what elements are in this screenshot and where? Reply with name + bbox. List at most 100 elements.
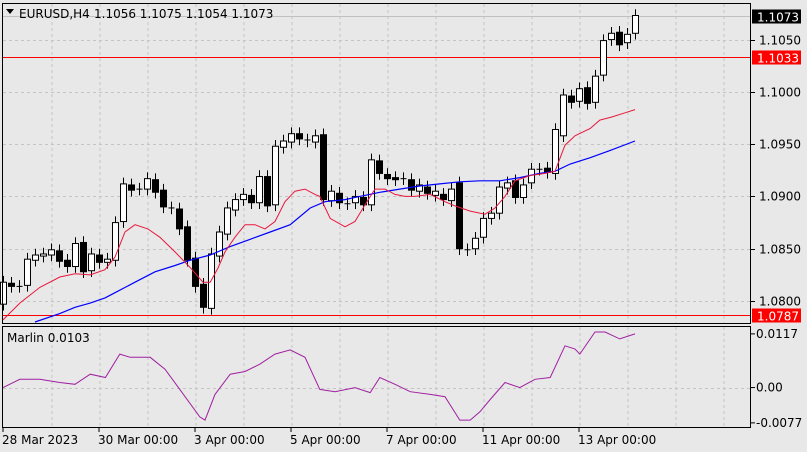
candle-body-bull <box>288 133 295 143</box>
candle-body-bear <box>200 283 207 308</box>
candle <box>288 127 295 149</box>
candle-body-bull <box>624 33 631 44</box>
candle <box>544 161 551 179</box>
candle-body-bull <box>576 88 583 102</box>
candle <box>352 190 359 209</box>
candle <box>616 25 623 52</box>
candle <box>200 278 207 314</box>
candle <box>472 232 479 256</box>
candle <box>312 129 319 149</box>
horizontal-levels[interactable] <box>3 57 750 316</box>
candle-body-bear <box>336 192 343 204</box>
time-axis-label: 11 Apr 00:00 <box>482 433 560 447</box>
candle-body-bull <box>368 159 375 206</box>
candle-body-bear <box>392 177 399 181</box>
candle-body-bull <box>24 258 31 286</box>
time-axis-label: 7 Apr 00:00 <box>386 433 457 447</box>
candle <box>256 170 263 209</box>
candle-body-bull <box>40 253 47 257</box>
time-axis-label: 5 Apr 00:00 <box>290 433 361 447</box>
price-tick-label: 1.1050 <box>759 34 801 48</box>
candle <box>232 193 239 217</box>
candle-body-bull <box>352 195 359 204</box>
candle <box>432 184 439 202</box>
candle-body-bull <box>144 178 151 190</box>
candle-body-bull <box>480 217 487 238</box>
indicator-frame <box>2 326 751 428</box>
candle-body-bull <box>0 281 7 305</box>
candle <box>264 170 271 213</box>
candle <box>464 243 471 257</box>
candle <box>560 88 567 143</box>
indicator-tick-label: 0.00 <box>756 381 783 395</box>
candle <box>96 248 103 269</box>
level-price-badge <box>752 50 801 65</box>
candle <box>224 201 231 241</box>
indicator-label: Marlin 0.0103 <box>7 331 90 345</box>
candle <box>296 127 303 146</box>
candle-body-bull <box>272 145 279 206</box>
time-axis-label: 30 Mar 00:00 <box>98 433 178 447</box>
candle <box>72 237 79 273</box>
axes: 1.1050 1.1000 1.0950 1.0900 1.0850 1.0800 0.01… <box>2 9 802 447</box>
candle-body-bear <box>360 196 367 206</box>
candle-body-bear <box>96 254 103 263</box>
collapse-triangle-icon[interactable] <box>6 9 14 14</box>
candle-body-bull <box>496 186 503 214</box>
candle-body-bull <box>608 32 615 41</box>
main-chart-frame <box>2 3 751 324</box>
candle <box>488 206 495 225</box>
candle <box>208 247 215 315</box>
candle-body-bear <box>616 31 623 46</box>
level-price-label: 1.1033 <box>757 52 799 66</box>
candle-body-bear <box>192 257 199 287</box>
candle <box>40 247 47 263</box>
candle-body-bull <box>112 222 119 261</box>
candle-body-bear <box>320 134 327 201</box>
candle-body-bull <box>600 40 607 76</box>
candle-body-bull <box>328 190 335 202</box>
candle-body-bull <box>224 207 231 235</box>
indicator-tick-label: 0.0117 <box>756 327 798 341</box>
candle <box>440 188 447 206</box>
candle <box>160 183 167 214</box>
candle-body-bear <box>184 226 191 261</box>
candle <box>304 133 311 148</box>
current-price-badge <box>752 9 801 24</box>
candle <box>416 178 423 198</box>
candle-body-bear <box>408 179 415 191</box>
candle-body-bear <box>384 173 391 180</box>
candle <box>584 81 591 110</box>
level-price-badge <box>752 308 801 323</box>
candle <box>240 188 247 206</box>
candle-body-bull <box>560 94 567 137</box>
candle <box>64 253 71 273</box>
candle <box>24 252 31 292</box>
candle <box>608 27 615 46</box>
candle-body-bull <box>488 212 495 219</box>
time-axis-label: 3 Apr 00:00 <box>194 433 265 447</box>
candle <box>576 82 583 108</box>
current-price-label: 1.1073 <box>757 11 799 25</box>
candle <box>248 189 255 209</box>
candle-body-bear <box>456 182 463 250</box>
candle-body-bull <box>240 193 247 201</box>
candle <box>128 178 135 197</box>
candle-body-bull <box>504 182 511 189</box>
candle <box>496 180 503 220</box>
candle <box>336 187 343 209</box>
candle-body-bear <box>440 193 447 201</box>
price-tick-label: 1.0900 <box>759 190 801 204</box>
candle-body-bear <box>568 95 575 103</box>
candle <box>16 280 23 293</box>
candle-body-bear <box>80 241 87 273</box>
candle-body-bull <box>472 237 479 250</box>
candle-body-bull <box>552 129 559 174</box>
candle <box>368 153 375 212</box>
candle-body-bear <box>64 259 71 268</box>
candle <box>216 225 223 263</box>
level-price-label: 1.0787 <box>757 310 799 324</box>
candle <box>448 182 455 207</box>
candle <box>0 275 7 311</box>
